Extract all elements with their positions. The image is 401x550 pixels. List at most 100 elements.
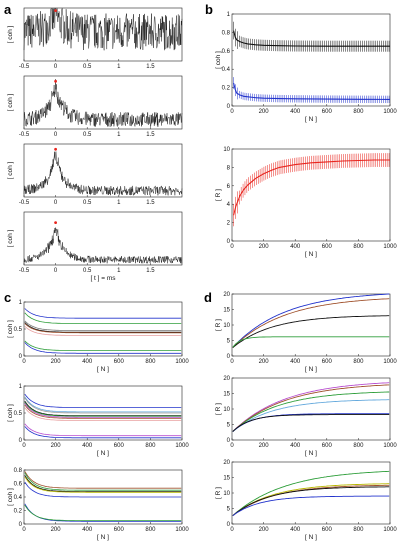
series-line: [24, 393, 182, 409]
y-axis-label: [ coh ]: [7, 488, 14, 506]
x-tick-label: 600: [114, 527, 125, 533]
c-subplot-3: 0 200 400 600 800 1000 0 0.2 0.4 0.6 0.8 [ N ] [ coh…: [7, 468, 189, 541]
y-axis-label: [ coh ]: [7, 229, 14, 247]
b-bottom-plot: 0 200 400 600 800 1000 0 2 4 6 8 10 [ N ] [ R ]: [215, 147, 397, 258]
x-tick-label: -0.5: [19, 268, 30, 274]
x-axis-label: [ N ]: [305, 251, 317, 258]
x-axis-label: [ N ]: [305, 116, 317, 123]
panel-label-d: d: [204, 290, 212, 305]
series-line: [24, 403, 182, 418]
y-tick-label: 10: [223, 491, 230, 497]
y-tick-label: 0: [19, 522, 23, 528]
a-subplot-3-frame: [23, 143, 183, 198]
a-subplot-2: -0.5 0 0.5 1 1.5 [ coh ]: [7, 75, 183, 138]
x-tick-label: 200: [51, 359, 62, 365]
a-subplot-2-frame: [23, 75, 183, 130]
x-tick-label: -0.5: [19, 132, 30, 138]
series-line: [24, 325, 182, 336]
x-tick-label: 400: [82, 359, 93, 365]
series-line: [232, 298, 390, 348]
coherence-trace: [23, 7, 183, 51]
series-line: [24, 401, 182, 417]
y-tick-label: 8: [227, 165, 231, 171]
series-line: [24, 320, 182, 332]
x-tick-label: 1000: [383, 359, 397, 365]
series-line: [24, 503, 182, 522]
d-subplot-3: 0 200 400 600 800 1000 0 5 10 15 20 [ N ] [ R ]: [215, 460, 397, 541]
series-line: [232, 399, 390, 432]
x-tick-label: 1: [117, 200, 121, 206]
y-axis-label: [ coh ]: [7, 93, 14, 111]
x-tick-label: 0: [54, 200, 58, 206]
series-line: [24, 397, 182, 414]
y-tick-label: 15: [223, 476, 230, 482]
y-axis-label: [ R ]: [215, 319, 222, 331]
y-tick-label: 1: [19, 384, 23, 390]
y-tick-label: 2: [227, 221, 231, 227]
x-tick-label: 400: [290, 244, 301, 250]
series-line: [232, 391, 390, 432]
y-tick-label: 6: [227, 184, 231, 190]
series-line: [24, 323, 182, 334]
x-tick-label: 800: [353, 527, 364, 533]
y-tick-label: 1: [227, 12, 231, 18]
x-tick-label: 400: [82, 443, 93, 449]
panel-label-a: a: [4, 2, 12, 17]
y-axis-label: [ R ]: [215, 189, 222, 201]
y-axis-label: [ coh ]: [7, 25, 14, 43]
y-tick-label: 20: [223, 460, 230, 466]
x-tick-label: -0.5: [19, 200, 30, 206]
x-tick-label: 0.5: [83, 200, 92, 206]
x-tick-label: 400: [290, 527, 301, 533]
y-axis-label: [ coh ]: [7, 161, 14, 179]
series-line: [24, 481, 182, 498]
y-tick-label: 0.8: [14, 468, 23, 474]
mean-line: [233, 159, 390, 216]
x-tick-label: 0.5: [83, 64, 92, 70]
y-axis-label: [ R ]: [215, 403, 222, 415]
x-tick-label: 1000: [383, 109, 397, 115]
series-line: [232, 486, 390, 516]
y-tick-label: 5: [227, 507, 231, 513]
x-tick-label: 400: [290, 443, 301, 449]
series-line: [24, 472, 182, 491]
x-tick-label: 1000: [175, 527, 189, 533]
y-tick-label: 5: [227, 339, 231, 345]
series-line: [24, 407, 182, 422]
series-line: [24, 476, 182, 493]
x-tick-label: 800: [145, 527, 156, 533]
x-tick-label: 1000: [175, 443, 189, 449]
x-tick-label: 600: [322, 109, 333, 115]
series-line: [24, 322, 182, 333]
d-subplot-2: 0 200 400 600 800 1000 0 5 10 15 20 [ N ] [ R ]: [215, 376, 397, 457]
series-line: [24, 426, 182, 439]
y-tick-label: 0: [227, 239, 231, 245]
x-tick-label: 1: [117, 64, 121, 70]
series-line: [232, 293, 390, 348]
x-tick-label: 200: [51, 443, 62, 449]
y-tick-label: 0.8: [222, 30, 231, 36]
x-tick-label: 0.5: [83, 132, 92, 138]
x-tick-label: 200: [259, 244, 270, 250]
x-tick-label: 0: [230, 527, 234, 533]
y-tick-label: 15: [223, 308, 230, 314]
a-subplot-1: -0.5 0 0.5 1 1.5 [ coh ]: [7, 7, 183, 70]
x-tick-label: 0: [54, 268, 58, 274]
y-tick-label: 0: [19, 354, 23, 360]
y-tick-label: 15: [223, 392, 230, 398]
x-tick-label: 1.5: [146, 132, 155, 138]
x-tick-label: 800: [353, 443, 364, 449]
a-subplot-1-frame: [23, 7, 183, 62]
x-tick-label: 1000: [383, 244, 397, 250]
x-tick-label: 1000: [175, 359, 189, 365]
y-tick-label: 10: [223, 323, 230, 329]
x-tick-label: 0: [230, 109, 234, 115]
x-tick-label: 0: [22, 527, 26, 533]
x-tick-label: 0: [22, 359, 26, 365]
series-line: [232, 315, 390, 348]
x-tick-label: 1.5: [146, 64, 155, 70]
x-tick-label: 0: [54, 64, 58, 70]
c-subplot-2: 0 200 400 600 800 1000 0 0.5 1 [ N ] [ coh ]: [7, 384, 189, 457]
b-bottom-plot-frame: [231, 148, 391, 242]
